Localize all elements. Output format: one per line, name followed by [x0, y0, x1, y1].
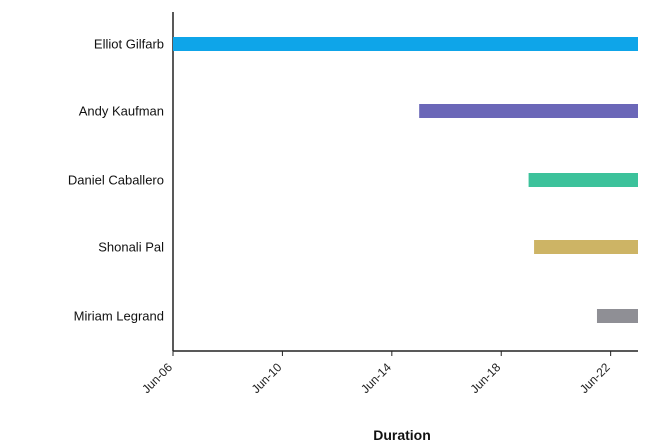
- bar-5: [596, 309, 638, 323]
- bar-1: [173, 37, 638, 51]
- axes: [172, 12, 638, 352]
- bar-2: [419, 104, 638, 118]
- x-tick-label: Jun-18: [468, 360, 504, 396]
- category-label: Shonali Pal: [98, 240, 164, 255]
- category-labels: Elliot Gilfarb Andy Kaufman Daniel Caballe…: [68, 37, 164, 324]
- x-tick-group: Jun-06 Jun-10 Jun-14 Jun-18 Jun-22: [139, 351, 613, 396]
- category-label: Andy Kaufman: [79, 104, 164, 119]
- x-tick-label: Jun-10: [249, 360, 285, 396]
- bar-4: [534, 240, 638, 254]
- x-axis-title: Duration: [373, 427, 431, 443]
- bars-group: [173, 37, 638, 323]
- category-label: Elliot Gilfarb: [94, 37, 164, 52]
- x-tick-label: Jun-22: [577, 360, 613, 396]
- x-tick-label: Jun-06: [139, 360, 175, 396]
- bar-3: [528, 173, 638, 187]
- category-label: Miriam Legrand: [74, 309, 164, 324]
- x-tick-label: Jun-14: [358, 360, 394, 396]
- category-label: Daniel Caballero: [68, 173, 164, 188]
